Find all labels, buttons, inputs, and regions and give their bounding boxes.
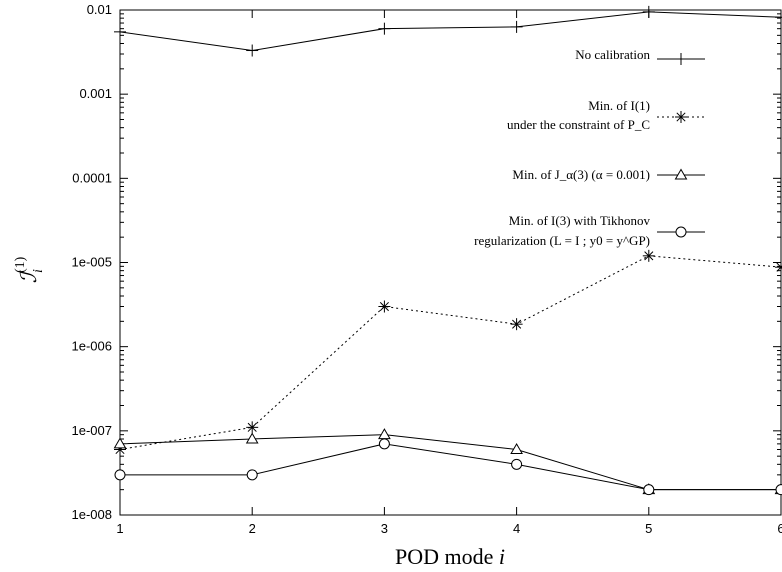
data-point: [246, 421, 259, 434]
series-group: [113, 5, 782, 496]
data-point: [775, 484, 782, 496]
y-tick-label: 1e-008: [72, 507, 112, 522]
legend-label: regularization (L = I ; y0 = y^GP): [474, 233, 650, 248]
x-tick-label: 5: [645, 521, 652, 536]
legend-marker: [675, 226, 687, 238]
x-tick-label: 2: [249, 521, 256, 536]
series-4: [114, 438, 782, 496]
data-point: [511, 458, 523, 470]
data-point: [378, 438, 390, 450]
data-point: [114, 25, 126, 38]
legend-marker: [675, 53, 687, 65]
data-point: [775, 11, 782, 24]
series-line: [120, 443, 781, 491]
series-line: [119, 11, 782, 52]
series-line: [119, 434, 781, 491]
plot-border: [119, 9, 782, 516]
series-1: [114, 5, 782, 57]
data-point: [510, 20, 523, 33]
data-point: [378, 428, 391, 440]
data-point: [378, 22, 391, 35]
series-3: [113, 428, 782, 495]
data-point: [245, 432, 259, 444]
legend-label: Min. of I(1): [588, 98, 650, 113]
data-point: [643, 484, 655, 496]
data-point: [378, 300, 391, 313]
x-tick-label: 4: [513, 521, 520, 536]
data-point: [775, 261, 782, 274]
data-point: [510, 318, 523, 331]
series-line: [119, 255, 782, 450]
legend-entry-3: Min. of J_α(3) (α = 0.001): [512, 167, 705, 182]
tick-labels: 1 2 3 4 5 6 1e-008 1e-007 1e-006 1e-005 0.0001 0.00…: [72, 2, 782, 536]
legend-entry-1: No calibration: [575, 47, 705, 65]
plot-frame: [119, 9, 782, 516]
y-tick-label: 1e-005: [72, 255, 112, 270]
legend-marker: [674, 168, 688, 180]
y-tick-label: 1e-007: [72, 423, 112, 438]
legend: No calibration Min. of I(1) under the cons…: [474, 47, 705, 248]
x-tick-label: 1: [116, 521, 123, 536]
legend-entry-2: Min. of I(1) under the constraint of P_C: [507, 98, 705, 132]
y-axis-title: ℐi(1): [13, 256, 46, 283]
data-point: [113, 437, 127, 449]
y-tick-label: 0.0001: [72, 170, 112, 185]
legend-label: Min. of J_α(3) (α = 0.001): [512, 167, 650, 182]
legend-label: under the constraint of P_C: [507, 117, 650, 132]
legend-label: No calibration: [575, 47, 650, 62]
y-tick-label: 0.001: [79, 86, 112, 101]
data-point: [246, 469, 258, 481]
series-2: [114, 249, 782, 456]
x-tick-label: 6: [777, 521, 782, 536]
data-point: [642, 5, 655, 18]
data-point: [246, 44, 259, 57]
tick-marks: [119, 9, 782, 516]
data-point: [510, 443, 523, 455]
data-point: [114, 469, 126, 481]
y-tick-label: 0.01: [87, 2, 112, 17]
data-point: [642, 249, 655, 262]
x-tick-label: 3: [381, 521, 388, 536]
legend-marker: [675, 111, 687, 123]
x-axis-title: POD mode i: [395, 544, 505, 569]
y-tick-label: 1e-006: [72, 339, 112, 354]
legend-label: Min. of I(3) with Tikhonov: [509, 213, 651, 228]
legend-entry-4: Min. of I(3) with Tikhonov regularization…: [474, 213, 705, 248]
